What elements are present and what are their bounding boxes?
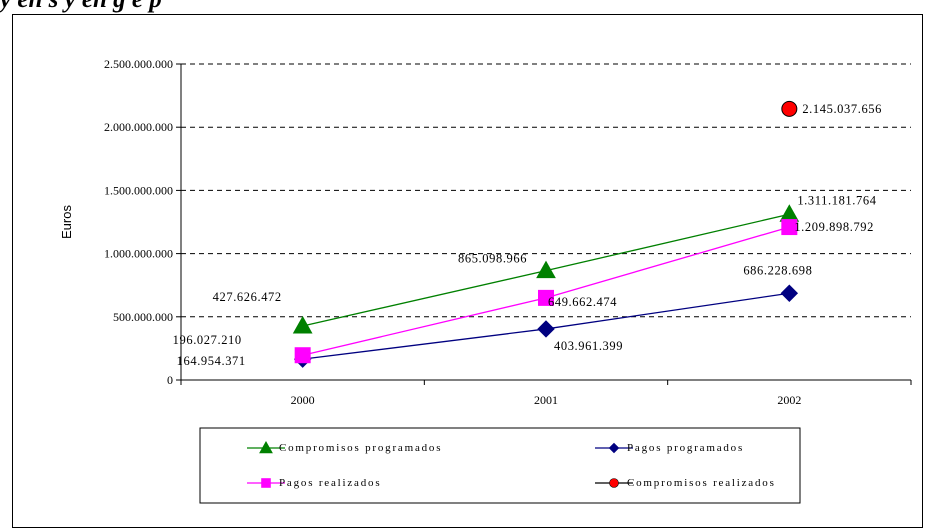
data-point xyxy=(538,289,554,306)
data-label: 164.954.371 xyxy=(177,354,246,368)
y-axis-title: Euros xyxy=(59,205,74,239)
data-point xyxy=(779,204,800,222)
data-point xyxy=(781,219,798,236)
y-tick-label: 2.500.000.000 xyxy=(104,57,173,71)
x-tick-label: 2001 xyxy=(534,393,558,407)
data-label: 1.209.898.792 xyxy=(794,220,874,234)
legend-marker xyxy=(259,440,273,454)
x-tick-label: 2000 xyxy=(291,393,315,407)
legend-label: Pagos programados xyxy=(627,442,744,454)
chart-frame: 0 500.000.000 1.000.000.000 1.500.000.000 2.… xyxy=(12,14,923,528)
y-tick-label: 0 xyxy=(167,373,173,387)
data-label: 196.027.210 xyxy=(173,333,242,347)
data-point xyxy=(294,347,311,364)
x-tick-label: 2002 xyxy=(777,393,801,407)
data-point xyxy=(536,260,556,279)
page-caption: y en s y en g e p xyxy=(0,0,925,16)
data-label: 427.626.472 xyxy=(213,290,282,304)
data-point xyxy=(537,320,555,338)
legend-marker xyxy=(609,478,619,488)
legend-label: Compromisos realizados xyxy=(627,477,776,489)
data-label: 686.228.698 xyxy=(743,263,812,277)
legend-label: Compromisos programados xyxy=(279,442,442,454)
data-point xyxy=(780,284,799,302)
data-label: 649.662.474 xyxy=(548,295,617,309)
y-tick-label: 2.000.000.000 xyxy=(104,120,173,134)
data-point xyxy=(781,100,798,117)
y-tick-label: 1.500.000.000 xyxy=(104,183,173,197)
data-label: 1.311.181.764 xyxy=(797,193,876,207)
y-tick-label: 500.000.000 xyxy=(113,310,173,324)
y-tick-label: 1.000.000.000 xyxy=(104,247,173,261)
data-label: 865.098.966 xyxy=(458,252,527,266)
data-label: 2.145.037.656 xyxy=(802,102,882,116)
data-label: 403.961.399 xyxy=(554,339,623,353)
legend-box xyxy=(199,427,801,504)
legend-marker xyxy=(261,478,271,488)
data-point xyxy=(292,315,313,334)
legend-label: Pagos realizados xyxy=(279,477,381,489)
legend-marker xyxy=(608,442,620,454)
line-chart: 0 500.000.000 1.000.000.000 1.500.000.000 2.… xyxy=(59,57,912,504)
